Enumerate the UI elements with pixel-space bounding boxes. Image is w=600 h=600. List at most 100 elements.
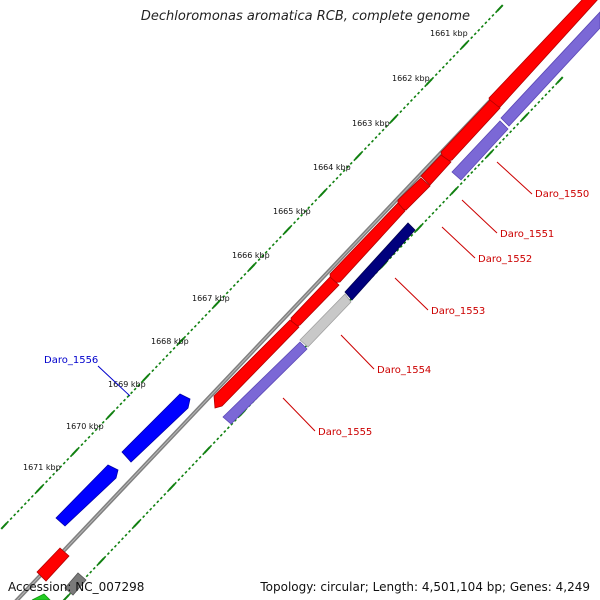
minor-tick xyxy=(466,39,470,43)
minor-tick xyxy=(96,563,100,567)
minor-tick xyxy=(48,476,52,480)
forward-genes xyxy=(36,0,600,582)
minor-tick xyxy=(126,395,130,398)
gene-other-b[interactable] xyxy=(55,464,119,527)
minor-tick xyxy=(293,221,296,225)
minor-tick xyxy=(484,21,488,25)
kbp-label: 1668 kbp xyxy=(151,337,189,346)
gene-daro-1550-forward[interactable] xyxy=(488,0,600,108)
minor-tick xyxy=(526,111,530,115)
minor-tick xyxy=(420,222,424,226)
minor-tick xyxy=(406,102,410,106)
gene-label-daro-1553[interactable]: Daro_1553 xyxy=(431,306,485,317)
minor-tick xyxy=(110,548,114,552)
minor-tick xyxy=(202,452,206,456)
minor-tick xyxy=(328,184,332,188)
minor-tick xyxy=(530,108,534,112)
minor-tick xyxy=(158,361,162,365)
minor-tick xyxy=(98,424,102,428)
minor-tick xyxy=(307,206,311,210)
minor-tick xyxy=(349,161,353,165)
minor-tick xyxy=(66,457,70,461)
minor-tick xyxy=(491,148,495,152)
gene-daro-1551[interactable] xyxy=(451,120,509,181)
minor-tick xyxy=(20,506,24,509)
minor-tick xyxy=(80,443,84,447)
minor-tick xyxy=(243,272,247,276)
gene-label-daro-1555[interactable]: Daro_1555 xyxy=(318,427,372,438)
minor-tick xyxy=(30,494,34,498)
minor-tick xyxy=(89,570,93,574)
minor-tick xyxy=(406,237,410,241)
gene-label-daro-1552[interactable]: Daro_1552 xyxy=(478,254,532,265)
minor-tick xyxy=(16,509,20,513)
minor-tick xyxy=(152,504,156,507)
minor-tick xyxy=(69,454,73,458)
accession-label: Accession: xyxy=(8,580,72,594)
major-tick xyxy=(485,150,493,158)
minor-tick xyxy=(420,87,424,91)
gene-label-daro-1554[interactable]: Daro_1554 xyxy=(377,365,431,376)
minor-tick xyxy=(41,483,45,487)
minor-tick xyxy=(216,437,220,441)
minor-tick xyxy=(159,496,163,500)
gene-reverse-green[interactable] xyxy=(31,593,51,600)
other-genes xyxy=(55,393,191,527)
gene-label-group: Daro_1550 Daro_1551 Daro_1552 Daro_1553 … xyxy=(44,189,589,438)
minor-tick xyxy=(381,128,385,132)
minor-tick xyxy=(459,182,463,186)
minor-tick xyxy=(145,511,149,515)
minor-tick xyxy=(103,555,107,559)
topology-footer: Topology: circular; Length: 4,501,104 bp… xyxy=(260,580,590,594)
kbp-label: 1671 kbp xyxy=(23,463,61,472)
minor-tick xyxy=(85,574,89,578)
minor-tick xyxy=(257,258,261,262)
major-tick xyxy=(213,300,221,308)
minor-tick xyxy=(166,489,170,493)
major-tick xyxy=(496,4,504,12)
minor-tick xyxy=(120,537,124,541)
minor-tick xyxy=(275,239,279,243)
kbp-labels: 1661 kbp 1662 kbp 1663 kbp 1664 kbp 1665 kbp… xyxy=(23,29,468,472)
minor-tick xyxy=(193,324,197,328)
major-tick xyxy=(133,520,141,528)
gene-daro-1556[interactable] xyxy=(121,393,191,463)
minor-tick xyxy=(370,139,374,143)
gene-daro-1554[interactable] xyxy=(299,293,352,348)
gene-label-daro-1551[interactable]: Daro_1551 xyxy=(500,229,554,240)
minor-tick xyxy=(540,97,544,100)
minor-tick xyxy=(137,383,141,387)
minor-tick xyxy=(509,130,513,134)
gene-label-daro-1556[interactable]: Daro_1556 xyxy=(44,355,98,366)
gene-daro-1555[interactable] xyxy=(222,341,308,425)
minor-tick xyxy=(392,252,396,256)
minor-tick xyxy=(34,491,38,495)
minor-tick xyxy=(76,446,80,450)
gene-daro-1550[interactable] xyxy=(500,11,600,127)
gene-forward-g[interactable] xyxy=(36,547,70,582)
minor-tick xyxy=(519,119,523,123)
minor-tick xyxy=(112,409,116,413)
minor-tick xyxy=(198,455,202,459)
minor-tick xyxy=(554,82,558,86)
minor-tick xyxy=(177,478,181,482)
minor-tick xyxy=(470,36,474,40)
minor-tick xyxy=(317,195,321,199)
gene-forward-f[interactable] xyxy=(213,319,300,409)
minor-tick xyxy=(142,515,146,519)
minor-tick xyxy=(353,158,357,162)
minor-tick xyxy=(271,243,275,247)
minor-tick xyxy=(498,141,502,145)
minor-tick xyxy=(449,193,453,197)
gene-reverse-grey[interactable] xyxy=(64,572,87,596)
minor-tick xyxy=(188,467,191,470)
minor-tick xyxy=(470,171,474,174)
gene-forward-b[interactable] xyxy=(420,154,452,186)
gene-daro-1553[interactable] xyxy=(344,222,416,301)
major-tick xyxy=(0,522,8,530)
minor-tick xyxy=(130,391,134,395)
minor-tick xyxy=(204,313,208,317)
gene-label-daro-1550[interactable]: Daro_1550 xyxy=(535,189,589,200)
minor-tick xyxy=(434,73,438,77)
